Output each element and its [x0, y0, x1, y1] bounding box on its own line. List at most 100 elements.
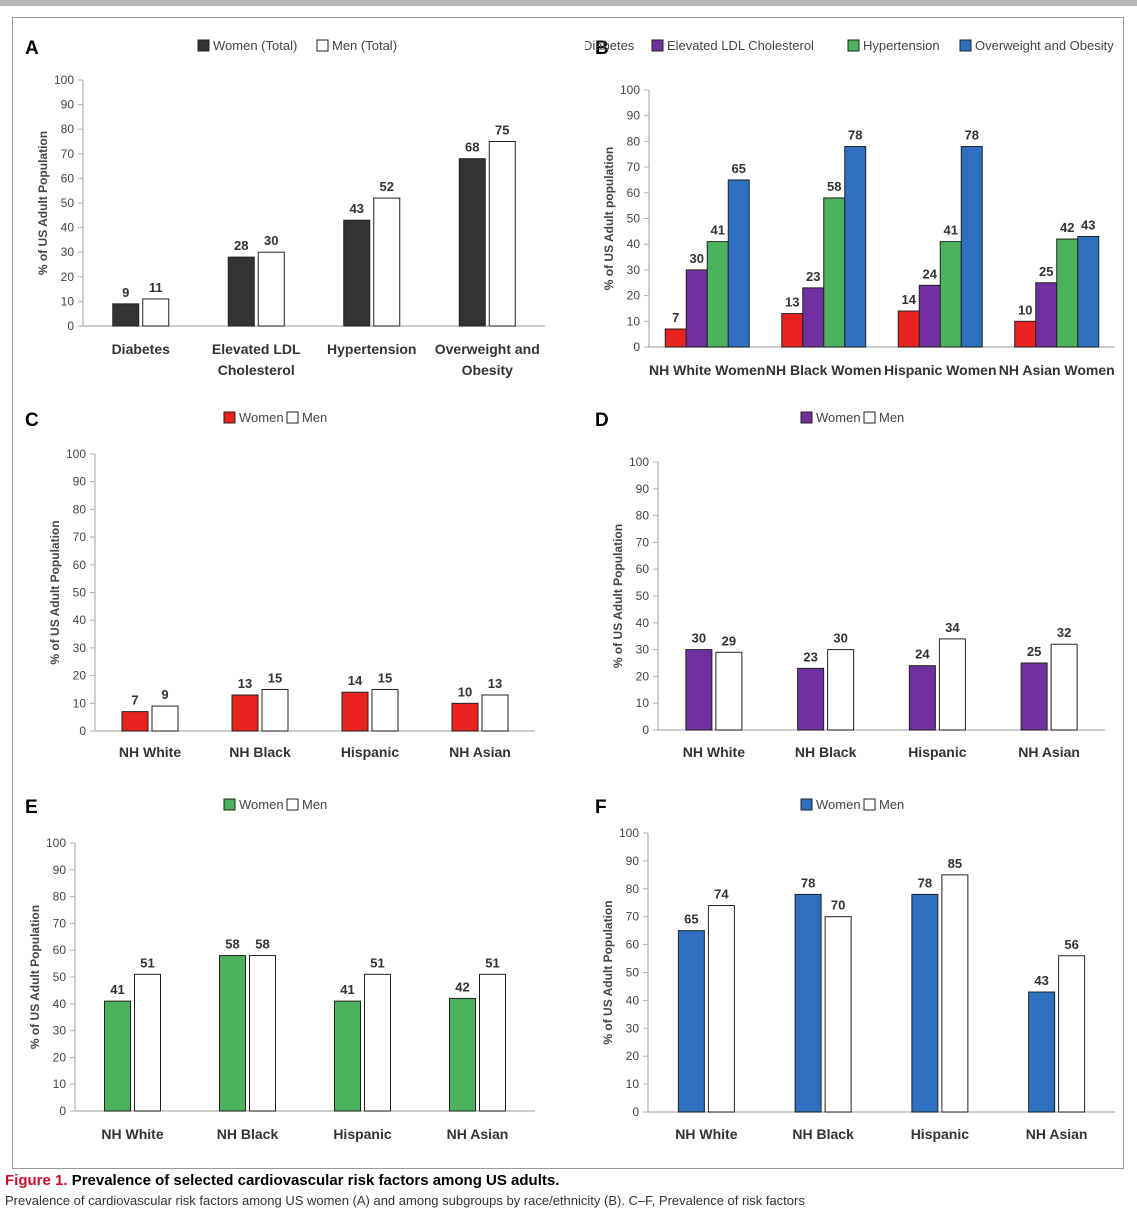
- bar: [249, 955, 276, 1112]
- y-axis-label: % of US Adult population: [602, 147, 616, 291]
- y-tick-label: 80: [636, 509, 650, 523]
- data-label: 75: [495, 123, 509, 138]
- bar: [488, 141, 516, 327]
- bar: [797, 667, 825, 731]
- chart-svg-c: C Women Men 0 10 20 30 40 50 60 70 80 90 100 % of US A…: [25, 410, 535, 760]
- bar: [479, 973, 506, 1112]
- y-tick-label: 0: [59, 1104, 66, 1118]
- y-tick-label: 90: [61, 98, 75, 112]
- data-label: 43: [350, 201, 364, 216]
- y-tick-label: 80: [73, 502, 87, 516]
- y-tick-label: 50: [53, 970, 67, 984]
- y-tick-label: 0: [67, 319, 74, 333]
- data-label: 23: [806, 269, 820, 284]
- data-label: 25: [1027, 644, 1041, 659]
- bar: [715, 651, 743, 731]
- chart-panel-b: B Diabetes Elevated LDL Cholesterol Hyperte…: [585, 28, 1125, 408]
- data-label: 41: [711, 223, 725, 238]
- y-tick-label: 80: [53, 890, 67, 904]
- data-label: 11: [149, 280, 163, 295]
- chart-svg-d: D Women Men 0 10 20 30 40 50 60 70 80 90 100 % of US A…: [595, 410, 1105, 760]
- y-tick-label: 70: [626, 910, 640, 924]
- data-label: 85: [948, 856, 962, 871]
- bar: [261, 688, 289, 732]
- y-tick-label: 10: [627, 314, 641, 328]
- y-tick-label: 60: [636, 562, 650, 576]
- category-label: NH Black: [217, 1126, 279, 1142]
- category-label: Hypertension: [327, 341, 416, 357]
- y-tick-label: 50: [636, 589, 650, 603]
- bar: [802, 287, 825, 348]
- bar: [142, 298, 170, 327]
- data-label: 65: [732, 161, 746, 176]
- legend: Women Men: [800, 410, 904, 425]
- y-tick-label: 50: [626, 966, 640, 980]
- category-label: Hispanic Women: [884, 362, 997, 378]
- category-label: NH Black: [795, 744, 857, 760]
- legend-label: Men: [879, 410, 904, 425]
- category-label: NH Black: [229, 744, 291, 760]
- y-axis-label: % of US Adult Population: [36, 131, 50, 275]
- panel-label: C: [25, 410, 39, 431]
- data-label: 9: [161, 687, 168, 702]
- legend-label: Elevated LDL Cholesterol: [667, 38, 814, 53]
- category-label: NH Asian: [1018, 744, 1080, 760]
- y-tick-label: 10: [626, 1077, 640, 1091]
- y-tick-label: 70: [61, 147, 75, 161]
- category-label: NH White: [119, 744, 181, 760]
- category-label: Elevated LDL: [212, 341, 301, 357]
- data-label: 34: [945, 620, 960, 635]
- y-tick-label: 20: [636, 669, 650, 683]
- bar: [727, 179, 750, 348]
- data-label: 29: [722, 633, 736, 648]
- legend-swatch: [959, 39, 972, 52]
- bar: [121, 711, 149, 732]
- bar: [451, 702, 479, 732]
- data-label: 51: [370, 955, 384, 970]
- data-label: 14: [902, 292, 917, 307]
- y-tick-label: 60: [61, 171, 75, 185]
- data-label: 43: [1081, 217, 1095, 232]
- bar: [231, 694, 259, 732]
- data-label: 58: [225, 937, 239, 952]
- data-label: 78: [965, 128, 979, 143]
- y-tick-label: 0: [633, 340, 640, 354]
- y-tick-label: 30: [73, 641, 87, 655]
- y-tick-label: 80: [626, 882, 640, 896]
- y-tick-label: 70: [636, 535, 650, 549]
- bar: [1077, 235, 1100, 348]
- bar: [1056, 238, 1079, 348]
- bar: [844, 146, 867, 348]
- panel-label: B: [595, 38, 609, 59]
- bar: [781, 313, 804, 348]
- chart-svg-e: E Women Men 0 10 20 30 40 50 60 70 80 90 100 % of US A…: [25, 797, 535, 1142]
- y-tick-label: 20: [626, 1049, 640, 1063]
- category-label: Cholesterol: [218, 362, 295, 378]
- panel-label: F: [595, 797, 607, 818]
- y-tick-label: 30: [61, 245, 75, 259]
- data-label: 41: [110, 982, 124, 997]
- legend-label: Women: [239, 410, 284, 425]
- y-tick-label: 70: [627, 160, 641, 174]
- data-label: 15: [268, 670, 282, 685]
- bar: [112, 303, 140, 327]
- data-label: 58: [827, 179, 841, 194]
- y-axis-label: % of US Adult Population: [48, 520, 62, 664]
- data-label: 41: [944, 223, 958, 238]
- y-tick-label: 40: [73, 613, 87, 627]
- y-tick-label: 80: [61, 122, 75, 136]
- y-tick-label: 30: [627, 263, 641, 277]
- legend-label: Men: [302, 797, 327, 812]
- bar: [219, 955, 246, 1112]
- y-axis-label: % of US Adult Population: [601, 900, 615, 1044]
- chart-panel-a: A Women (Total) Men (Total) 0 10 20 30 40 50 60 70…: [15, 28, 560, 408]
- data-label: 13: [238, 676, 252, 691]
- bar: [257, 251, 285, 327]
- y-tick-label: 30: [626, 1021, 640, 1035]
- y-tick-label: 40: [636, 616, 650, 630]
- bar: [824, 916, 852, 1113]
- caption-title: Prevalence of selected cardiovascular ri…: [71, 1172, 560, 1189]
- y-tick-label: 40: [627, 237, 641, 251]
- data-label: 78: [918, 875, 932, 890]
